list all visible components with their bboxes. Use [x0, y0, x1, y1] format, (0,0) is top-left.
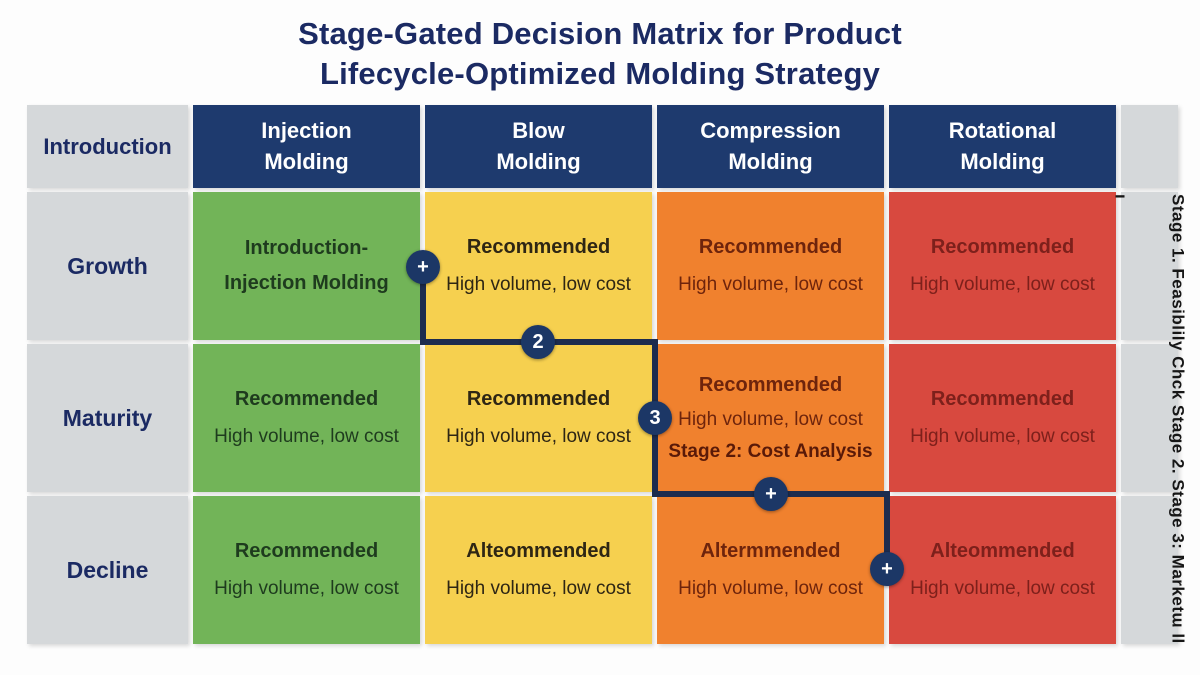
gate-node-plus-3: +: [870, 552, 904, 586]
gate-node-3: 3: [638, 401, 672, 435]
column-header-rotational-molding: Rotational Molding: [889, 105, 1116, 188]
cell-detail: High volume, low cost: [446, 274, 631, 295]
cell-growth-blow: Recommended High volume, low cost: [425, 192, 652, 340]
cell-maturity-injection: Recommended High volume, low cost: [193, 344, 420, 492]
side-strip-header-segment: [1121, 105, 1178, 188]
column-header-label: Rotational Molding: [948, 117, 1057, 174]
cell-detail: High volume, low cost: [678, 408, 863, 430]
page-title-line2: Lifecycle-Optimized Molding Strategy: [319, 55, 881, 91]
cell-status: Alteommended: [930, 540, 1075, 562]
matrix-grid: Introduction Injection Molding Blow Mold…: [27, 105, 1178, 644]
cell-status: Recommended: [930, 236, 1075, 258]
corner-header-label: Introduction: [43, 133, 172, 159]
cell-detail: High volume, low cost: [678, 578, 863, 599]
cell-status: Recommended: [698, 236, 843, 258]
column-header-compression-molding: Compression Molding: [657, 105, 884, 188]
cell-detail: High volume, low cost: [910, 274, 1095, 295]
cell-growth-compression: Recommended High volume, low cost: [657, 192, 884, 340]
cell-growth-injection: Introduction- Injection Molding: [193, 192, 420, 340]
cell-maturity-blow: Recommended High volume, low cost: [425, 344, 652, 492]
side-strip-segment-3: [1121, 496, 1178, 644]
cell-status: Recommended: [930, 388, 1075, 410]
cell-status: Alteommended: [466, 540, 611, 562]
cell-decline-compression: Altermmended High volume, low cost: [657, 496, 884, 644]
cell-status: Recommended: [466, 388, 611, 410]
cell-decline-rotational: Alteommended High volume, low cost: [889, 496, 1116, 644]
cell-decline-injection: Recommended High volume, low cost: [193, 496, 420, 644]
cell-detail: High volume, low cost: [446, 426, 631, 447]
cell-detail: High volume, low cost: [214, 426, 399, 447]
page-title: Stage-Gated Decision Matrix for Product …: [0, 14, 1200, 93]
cell-status: Recommended: [234, 388, 379, 410]
cell-stage-note: Stage 2: Cost Analysis: [668, 440, 873, 462]
cell-detail: High volume, low cost: [214, 578, 399, 599]
row-label-text: Growth: [67, 252, 148, 279]
column-header-label: Injection Molding: [261, 117, 352, 174]
cell-status: Recommended: [698, 373, 843, 396]
cell-maturity-compression: Recommended High volume, low cost Stage …: [657, 344, 884, 492]
row-label-maturity: Maturity: [27, 344, 188, 492]
cell-status: Recommended: [234, 540, 379, 562]
gate-node-plus-1: +: [406, 250, 440, 284]
cell-detail: High volume, low cost: [678, 274, 863, 295]
row-label-text: Decline: [66, 556, 149, 583]
corner-header-introduction: Introduction: [27, 105, 188, 188]
gate-node-2: 2: [521, 325, 555, 359]
row-label-growth: Growth: [27, 192, 188, 340]
side-strip-vertical-text: Stage 1. Feasiblily Chck Stage 2. Stage …: [1111, 194, 1188, 644]
cell-status: Recommended: [466, 236, 611, 258]
cell-status: Introduction-: [244, 237, 369, 259]
cell-decline-blow: Alteommended High volume, low cost: [425, 496, 652, 644]
page-title-line1: Stage-Gated Decision Matrix for Product: [298, 16, 902, 51]
cell-detail: High volume, low cost: [910, 426, 1095, 447]
gate-node-plus-2: +: [754, 477, 788, 511]
cell-growth-rotational: Recommended High volume, low cost: [889, 192, 1116, 340]
row-label-decline: Decline: [27, 496, 188, 644]
column-header-label: Compression Molding: [700, 117, 841, 174]
column-header-label: Blow Molding: [496, 117, 581, 174]
row-label-text: Maturity: [62, 404, 153, 431]
cell-detail: High volume, low cost: [910, 578, 1095, 599]
side-strip-segment-1: [1121, 192, 1178, 340]
side-strip-segment-2: [1121, 344, 1178, 492]
cell-detail: High volume, low cost: [446, 578, 631, 599]
column-header-blow-molding: Blow Molding: [425, 105, 652, 188]
column-header-injection-molding: Injection Molding: [193, 105, 420, 188]
cell-status: Altermmended: [700, 540, 841, 562]
cell-detail: Injection Molding: [224, 272, 389, 294]
cell-maturity-rotational: Recommended High volume, low cost: [889, 344, 1116, 492]
